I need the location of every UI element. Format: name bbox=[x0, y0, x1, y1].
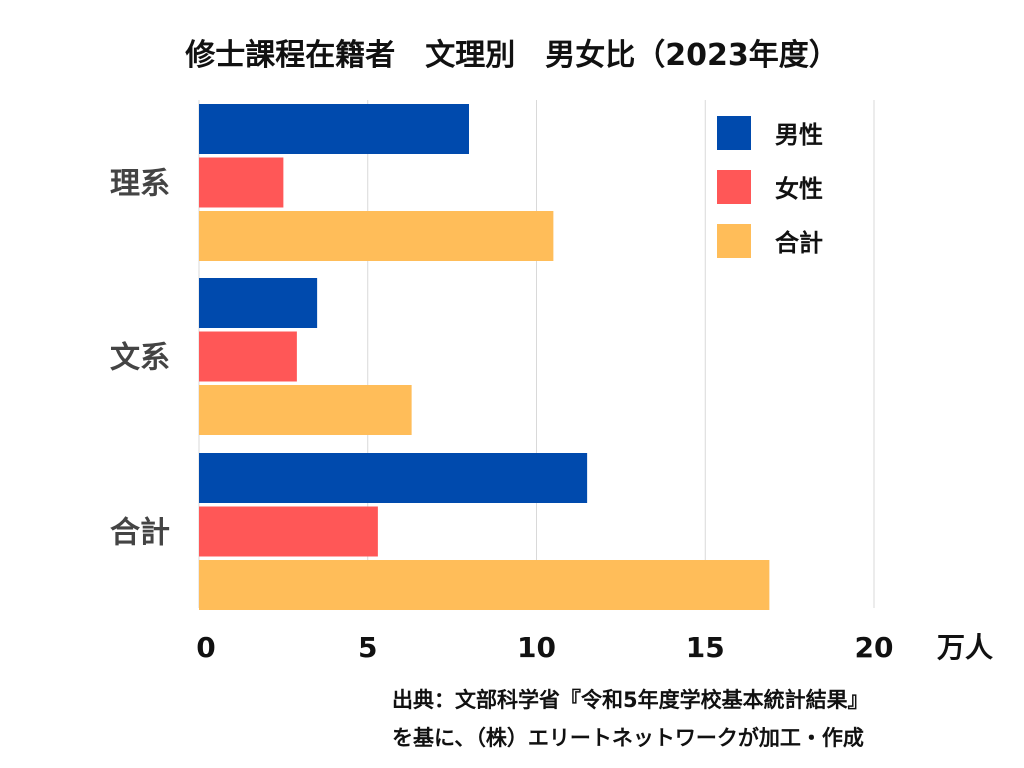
x-tick-label: 5 bbox=[358, 631, 377, 664]
x-tick-label: 0 bbox=[196, 631, 215, 664]
bar-女性-文系 bbox=[199, 331, 297, 382]
bar-男性-文系 bbox=[199, 278, 318, 328]
x-tick-label: 20 bbox=[855, 631, 894, 664]
bar-女性-合計 bbox=[199, 506, 378, 557]
bar-合計-理系 bbox=[199, 211, 554, 261]
x-tick-label: 10 bbox=[517, 631, 556, 664]
source-line-2: を基に、（株）エリートネットワークが加工・作成 bbox=[392, 726, 864, 750]
category-label: 理系 bbox=[110, 167, 170, 202]
category-label: 合計 bbox=[110, 516, 170, 551]
category-label: 文系 bbox=[110, 341, 170, 376]
x-axis-unit-label: 万人 bbox=[937, 631, 994, 664]
source-line-1: 出典：文部科学省『令和5年度学校基本統計結果』 bbox=[392, 688, 869, 712]
legend-swatch bbox=[717, 116, 751, 150]
legend-swatch bbox=[717, 170, 751, 204]
bar-男性-合計 bbox=[199, 453, 588, 503]
legend-label: 女性 bbox=[775, 175, 823, 203]
bar-女性-理系 bbox=[199, 157, 284, 208]
legend-swatch bbox=[717, 224, 751, 258]
chart-title: 修士課程在籍者 文理別 男女比（2023年度） bbox=[185, 38, 839, 73]
legend-label: 合計 bbox=[775, 229, 823, 257]
bar-合計-文系 bbox=[199, 385, 412, 435]
bar-男性-理系 bbox=[199, 104, 469, 154]
bar-合計-合計 bbox=[199, 560, 770, 610]
legend-label: 男性 bbox=[775, 121, 823, 149]
x-tick-label: 15 bbox=[686, 631, 725, 664]
